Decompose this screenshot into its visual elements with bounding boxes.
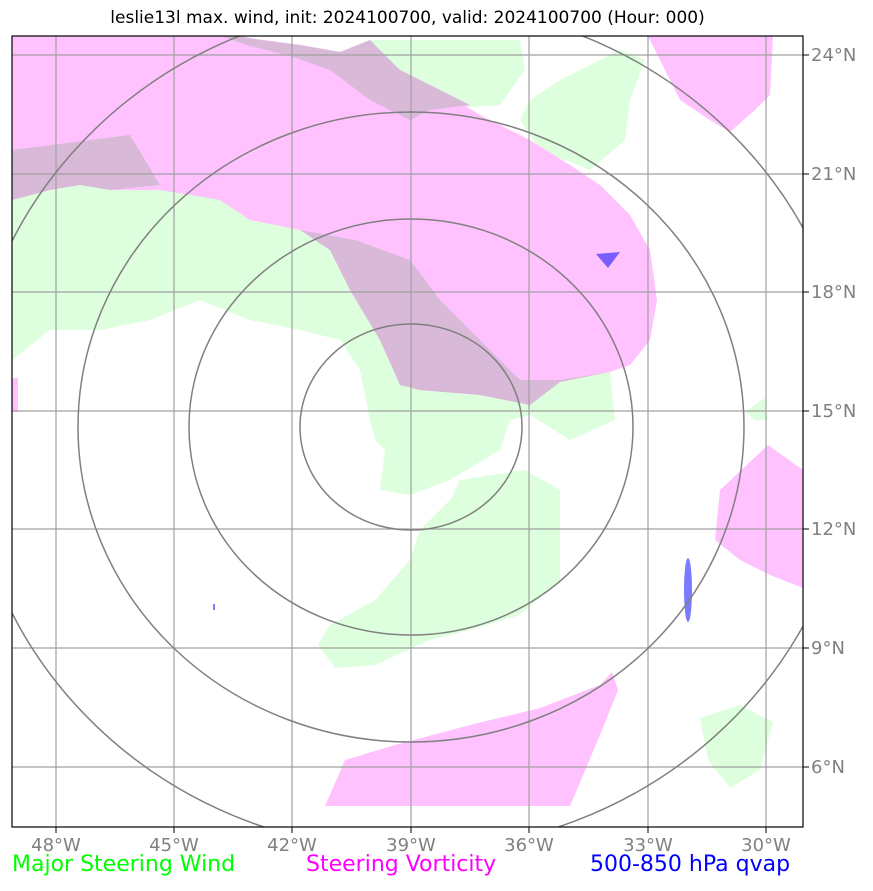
legend-qvap: 500-850 hPa qvap — [590, 852, 791, 877]
range-ring-3 — [77, 111, 745, 743]
wind-area-upper — [12, 135, 615, 495]
range-ring-1 — [299, 323, 523, 531]
map-title: leslie13l max. wind, init: 2024100700, v… — [110, 8, 705, 28]
overlap-area-3 — [300, 230, 610, 405]
overlap-layer — [12, 36, 610, 405]
lat-label: 6°N — [811, 757, 845, 778]
vorticity-area-northeast — [648, 36, 773, 132]
lon-label: 48°W — [31, 835, 81, 856]
vorticity-area-main — [12, 36, 657, 405]
wind-area-east — [745, 398, 768, 420]
legend-steering-wind: Major Steering Wind — [12, 852, 236, 877]
overlap-area-2 — [220, 36, 470, 120]
lat-label: 12°N — [811, 519, 856, 540]
lon-label: 36°W — [504, 835, 554, 856]
range-rings — [12, 36, 803, 827]
legend-steering-vorticity: Steering Vorticity — [306, 852, 497, 877]
lon-label: 33°W — [623, 835, 673, 856]
lat-label: 15°N — [811, 401, 856, 422]
vorticity-area-east — [715, 445, 803, 588]
wind-area-southeast — [700, 705, 773, 788]
lon-label: 45°W — [149, 835, 199, 856]
overlap-area-1 — [12, 135, 160, 200]
lat-label: 21°N — [811, 164, 856, 185]
vorticity-area-west-edge — [12, 378, 18, 412]
lon-label: 30°W — [741, 835, 791, 856]
latitude-labels: 24°N 21°N 18°N 15°N 12°N 9°N 6°N — [811, 45, 856, 778]
map-gridlines — [12, 36, 803, 827]
lat-label: 24°N — [811, 45, 856, 66]
qvap-area-triangle — [596, 252, 620, 268]
lon-label: 42°W — [267, 835, 317, 856]
map-frame — [11, 35, 804, 828]
steering-wind-layer — [12, 40, 773, 788]
tick-marks — [55, 54, 809, 833]
steering-vorticity-layer — [12, 36, 803, 806]
wind-area-south — [318, 470, 560, 668]
longitude-labels: 48°W 45°W 42°W 39°W 36°W 33°W 30°W — [31, 835, 791, 856]
lon-label: 39°W — [386, 835, 436, 856]
lat-label: 9°N — [811, 638, 845, 659]
qvap-area-dot — [213, 604, 215, 610]
qvap-area-streak — [684, 558, 692, 622]
range-ring-2 — [188, 218, 634, 636]
vorticity-area-south — [325, 672, 618, 806]
lat-label: 18°N — [811, 282, 856, 303]
map-content — [12, 36, 803, 827]
wind-area-northeast — [520, 50, 645, 170]
